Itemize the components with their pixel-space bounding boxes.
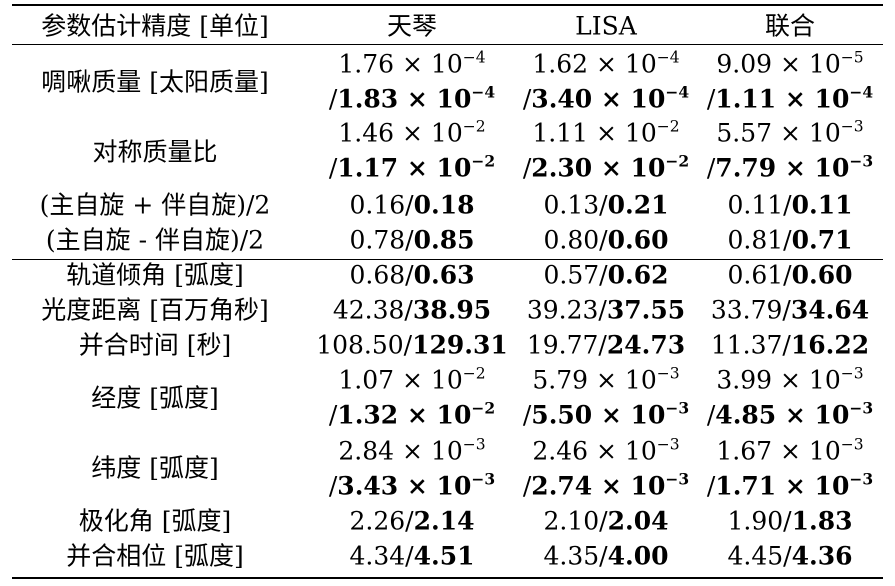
cell-joint-value: 0.81/0.71: [727, 225, 853, 255]
row-label: 啁啾质量 [太阳质量]: [41, 67, 269, 97]
cell-joint-value: 0.61/0.60: [727, 260, 853, 290]
cell-joint-value: 3.99 × 10−3: [716, 364, 864, 395]
row-label: 纬度 [弧度]: [91, 453, 219, 483]
cell-tq-value: 0.78/0.85: [349, 225, 475, 255]
bottom-rule: [12, 577, 883, 579]
cell-tq-value: 0.16/0.18: [349, 190, 475, 220]
cell-joint-value-bold: /1.71 × 10−3: [706, 469, 874, 501]
cell-joint-value: 9.09 × 10−5: [716, 48, 864, 79]
cell-lisa-value: 2.10/2.04: [543, 506, 669, 536]
cell-tq-value: 2.26/2.14: [349, 506, 475, 536]
cell-tq-value-bold: /1.32 × 10−2: [328, 398, 496, 430]
row-label: 并合时间 [秒]: [78, 330, 232, 360]
cell-lisa-value: 0.80/0.60: [543, 225, 669, 255]
cell-tq-value-bold: /3.43 × 10−3: [328, 469, 496, 501]
cell-lisa-value-bold: /3.40 × 10−4: [522, 82, 690, 114]
cell-joint-value: 11.37/16.22: [710, 330, 870, 360]
row-label: (主自旋 + 伴自旋)/2: [39, 190, 271, 220]
cell-tq-value-bold: /1.83 × 10−4: [328, 82, 496, 114]
cell-tq-value: 0.68/0.63: [349, 260, 475, 290]
cell-lisa-value: 5.79 × 10−3: [532, 364, 680, 395]
section-rule: [12, 259, 883, 260]
cell-lisa-value-bold: /5.50 × 10−3: [522, 398, 690, 430]
cell-lisa-value-bold: /2.30 × 10−2: [522, 151, 690, 183]
cell-joint-value-bold: /1.11 × 10−4: [706, 82, 874, 114]
cell-tq-value: 4.34/4.51: [349, 541, 475, 571]
header-param: 参数估计精度 [单位]: [41, 11, 269, 41]
cell-lisa-value: 0.13/0.21: [543, 190, 669, 220]
cell-lisa-value: 4.35/4.00: [543, 541, 669, 571]
row-label: 并合相位 [弧度]: [66, 541, 244, 571]
row-label: (主自旋 - 伴自旋)/2: [45, 225, 265, 255]
cell-lisa-value: 1.62 × 10−4: [532, 48, 680, 79]
cell-lisa-value: 1.11 × 10−2: [532, 117, 680, 148]
header-tianqin: 天琴: [386, 11, 438, 41]
cell-joint-value: 1.90/1.83: [727, 506, 853, 536]
cell-tq-value: 1.76 × 10−4: [338, 48, 486, 79]
cell-joint-value: 0.11/0.11: [727, 190, 853, 220]
cell-tq-value-bold: /1.17 × 10−2: [328, 151, 496, 183]
cell-lisa-value: 2.46 × 10−3: [532, 435, 680, 466]
cell-tq-value: 42.38/38.95: [332, 295, 492, 325]
cell-joint-value-bold: /4.85 × 10−3: [706, 398, 874, 430]
row-label: 极化角 [弧度]: [78, 506, 232, 536]
cell-tq-value: 1.07 × 10−2: [338, 364, 486, 395]
cell-lisa-value: 19.77/24.73: [526, 330, 686, 360]
row-label: 对称质量比: [92, 137, 218, 167]
top-rule: [12, 4, 883, 6]
cell-joint-value: 1.67 × 10−3: [716, 435, 864, 466]
row-label: 光度距离 [百万角秒]: [41, 295, 269, 325]
header-lisa: LISA: [575, 11, 637, 41]
cell-joint-value-bold: /7.79 × 10−3: [706, 151, 874, 183]
cell-joint-value: 4.45/4.36: [727, 541, 853, 571]
cell-lisa-value: 0.57/0.62: [543, 260, 669, 290]
cell-joint-value: 33.79/34.64: [710, 295, 870, 325]
cell-lisa-value: 39.23/37.55: [526, 295, 686, 325]
cell-tq-value: 2.84 × 10−3: [338, 435, 486, 466]
row-label: 轨道倾角 [弧度]: [66, 260, 244, 290]
cell-tq-value: 1.46 × 10−2: [338, 117, 486, 148]
cell-lisa-value-bold: /2.74 × 10−3: [522, 469, 690, 501]
row-label: 经度 [弧度]: [91, 383, 219, 413]
header-rule: [12, 44, 883, 45]
cell-joint-value: 5.57 × 10−3: [716, 117, 864, 148]
header-joint: 联合: [764, 11, 816, 41]
cell-tq-value: 108.50/129.31: [316, 330, 508, 360]
